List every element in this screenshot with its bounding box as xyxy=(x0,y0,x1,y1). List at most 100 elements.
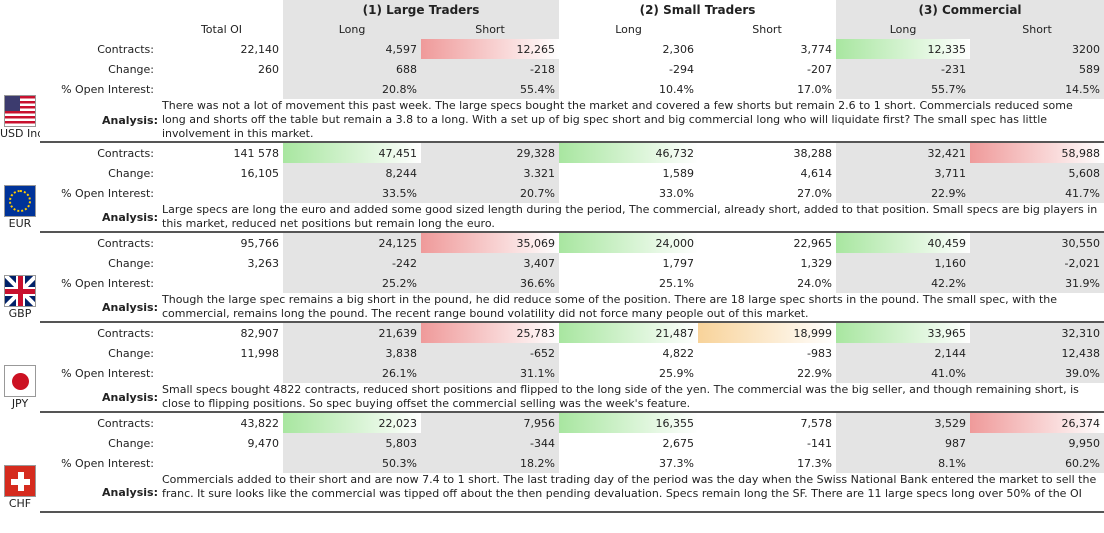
cell-change-3: 1,797 xyxy=(662,256,695,270)
analysis-row: Analysis: Small specs bought 4822 contrac… xyxy=(0,383,1104,413)
cell-change-5: 1,160 xyxy=(836,253,971,273)
analysis-text: Large specs are long the euro and added … xyxy=(160,203,1104,233)
cell-pct-0 xyxy=(160,273,283,293)
analysis-label: Analysis: xyxy=(40,293,160,323)
row-label-contracts: Contracts: xyxy=(97,146,154,160)
currency-flag-cell: GBP xyxy=(0,232,40,322)
cell-contracts-3: 16,355 xyxy=(559,412,698,433)
cell-contracts-0: 141 578 xyxy=(233,146,280,160)
row-label-change: Change: xyxy=(108,436,154,450)
cell-pct-5: 55.7% xyxy=(836,79,971,99)
cell-pct-6: 39.0% xyxy=(970,363,1104,383)
cell-contracts-2: 7,956 xyxy=(421,412,559,433)
col-header-short: Short xyxy=(752,23,782,36)
cell-change-6: 12,438 xyxy=(970,343,1104,363)
cell-change-6: 5,608 xyxy=(970,163,1104,183)
currency-flag-cell: USD Index xyxy=(0,39,40,142)
cell-contracts-3: 21,487 xyxy=(559,322,698,343)
change-row: Change: 11,998 3,838 -652 4,822 -983 2,144 12,4… xyxy=(0,343,1104,363)
swiss-flag-icon xyxy=(4,465,36,497)
cell-pct-6: 41.7% xyxy=(970,183,1104,203)
cell-change-2: -218 xyxy=(421,59,559,79)
cell-pct-5: 41.0% xyxy=(836,363,971,383)
change-row: Change: 9,470 5,803 -344 2,675 -141 987 9,950 xyxy=(0,433,1104,453)
cell-pct-4: 22.9% xyxy=(797,366,833,380)
eu-flag-icon xyxy=(4,185,36,217)
pct-row: % Open Interest: 25.2% 36.6% 25.1% 24.0% 42.2… xyxy=(0,273,1104,293)
row-label-pct: % Open Interest: xyxy=(61,366,154,380)
cell-change-1: 3,838 xyxy=(283,343,421,363)
cell-contracts-4: 38,288 xyxy=(793,146,833,160)
cell-change-6: -2,021 xyxy=(970,253,1104,273)
pct-row: % Open Interest: 20.8% 55.4% 10.4% 17.0% 55.7… xyxy=(0,79,1104,99)
currency-code: USD Index xyxy=(0,127,40,140)
cell-pct-1: 33.5% xyxy=(283,183,421,203)
row-label-contracts: Contracts: xyxy=(97,236,154,250)
cell-contracts-0: 22,140 xyxy=(240,42,280,56)
col-header-long: Long xyxy=(836,20,971,39)
currency-code: GBP xyxy=(8,307,32,320)
currency-code: EUR xyxy=(8,217,32,230)
cell-contracts-0: 43,822 xyxy=(240,416,280,430)
stars-canton xyxy=(5,96,20,111)
cell-pct-6: 31.9% xyxy=(970,273,1104,293)
japan-flag-icon xyxy=(4,365,36,397)
cell-change-1: 5,803 xyxy=(283,433,421,453)
group-header-small-traders: (2) Small Traders xyxy=(639,3,756,17)
cell-pct-2: 18.2% xyxy=(421,453,559,473)
cell-pct-1: 50.3% xyxy=(283,453,421,473)
analysis-label: Analysis: xyxy=(40,203,160,233)
cell-change-6: 589 xyxy=(970,59,1104,79)
cell-change-4: -983 xyxy=(807,346,833,360)
col-header-total-oi: Total OI xyxy=(200,23,243,36)
cell-contracts-6: 3200 xyxy=(970,39,1104,59)
cell-pct-0 xyxy=(160,79,283,99)
cell-pct-2: 36.6% xyxy=(421,273,559,293)
cell-pct-6: 14.5% xyxy=(970,79,1104,99)
currency-flag-cell: CHF xyxy=(0,412,40,512)
cell-change-3: 2,675 xyxy=(662,436,695,450)
cell-change-0: 9,470 xyxy=(247,436,280,450)
cell-pct-5: 8.1% xyxy=(836,453,971,473)
cell-change-4: 4,614 xyxy=(800,166,833,180)
pct-row: % Open Interest: 33.5% 20.7% 33.0% 27.0% 22.9… xyxy=(0,183,1104,203)
cell-pct-0 xyxy=(160,453,283,473)
cell-contracts-5: 3,529 xyxy=(836,412,971,433)
cell-pct-0 xyxy=(160,183,283,203)
change-row: Change: 16,105 8,244 3.321 1,589 4,614 3,711 5,… xyxy=(0,163,1104,183)
analysis-row: Analysis: There was not a lot of movement… xyxy=(0,99,1104,143)
row-label-pct: % Open Interest: xyxy=(61,456,154,470)
cell-pct-5: 42.2% xyxy=(836,273,971,293)
cell-contracts-4: 3,774 xyxy=(800,42,833,56)
cell-change-5: -231 xyxy=(836,59,971,79)
cell-contracts-1: 21,639 xyxy=(283,322,421,343)
cell-change-0: 16,105 xyxy=(240,166,280,180)
analysis-row: Analysis: Commercials added to their shor… xyxy=(0,473,1104,513)
cell-change-3: 4,822 xyxy=(662,346,695,360)
currency-flag-cell: JPY xyxy=(0,322,40,412)
cot-table: (1) Large Traders (2) Small Traders (3) … xyxy=(0,0,1104,513)
pct-row: % Open Interest: 26.1% 31.1% 25.9% 22.9% 41.0… xyxy=(0,363,1104,383)
cell-pct-0 xyxy=(160,363,283,383)
cell-change-1: 8,244 xyxy=(283,163,421,183)
cell-pct-4: 24.0% xyxy=(797,276,833,290)
us-flag-icon xyxy=(4,95,36,127)
cell-contracts-2: 35,069 xyxy=(421,232,559,253)
row-label-contracts: Contracts: xyxy=(97,42,154,56)
cell-contracts-5: 33,965 xyxy=(836,322,971,343)
cell-change-3: 1,589 xyxy=(662,166,695,180)
stars-ring xyxy=(9,190,31,212)
contracts-row: CHF Contracts: 43,822 22,023 7,956 16,355 7,57… xyxy=(0,412,1104,510)
cell-change-4: -141 xyxy=(807,436,833,450)
cell-contracts-6: 26,374 xyxy=(970,412,1104,433)
cell-change-5: 987 xyxy=(836,433,971,453)
cell-change-1: 688 xyxy=(283,59,421,79)
cell-change-2: 3,407 xyxy=(421,253,559,273)
row-label-pct: % Open Interest: xyxy=(61,82,154,96)
cell-contracts-3: 2,306 xyxy=(662,42,695,56)
row-label-change: Change: xyxy=(108,166,154,180)
col-header-long: Long xyxy=(283,20,421,39)
cell-pct-6: 60.2% xyxy=(970,453,1104,473)
analysis-label: Analysis: xyxy=(40,383,160,413)
group-header-large-traders: (1) Large Traders xyxy=(283,0,559,20)
